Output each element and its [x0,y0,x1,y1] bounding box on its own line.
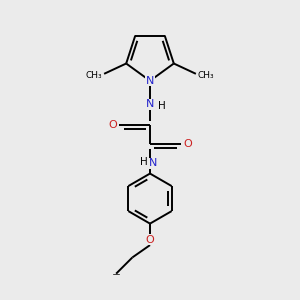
Text: H: H [140,157,147,167]
Text: CH₃: CH₃ [198,71,214,80]
Text: N: N [149,158,158,168]
Text: CH₃: CH₃ [85,71,102,80]
Text: H: H [158,101,166,111]
Text: O: O [146,235,154,245]
Text: O: O [183,139,192,149]
Text: O: O [108,120,117,130]
Text: N: N [146,99,154,110]
Text: N: N [146,76,154,86]
